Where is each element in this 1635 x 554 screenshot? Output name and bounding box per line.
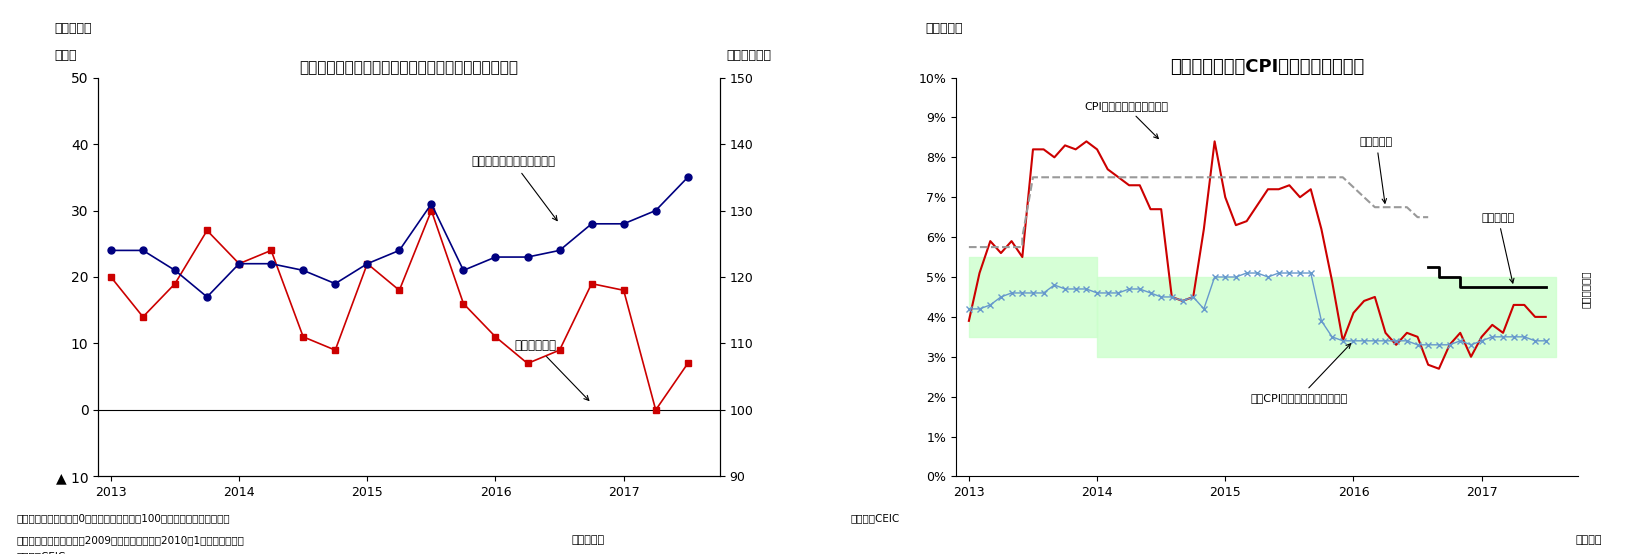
Text: コアCPI上昇率（前年同月比）: コアCPI上昇率（前年同月比）: [1251, 343, 1351, 403]
Title: インドネシア　企業景況感と消費者信頼感（先行き）: インドネシア 企業景況感と消費者信頼感（先行き）: [299, 60, 518, 75]
Text: 事業活動指数: 事業活動指数: [515, 339, 589, 401]
Text: （図表３）: （図表３）: [54, 22, 92, 35]
Text: 旧政策金利: 旧政策金利: [1360, 137, 1393, 203]
Text: CPI上昇率（前年同月比）: CPI上昇率（前年同月比）: [1084, 101, 1169, 138]
Text: （図表４）: （図表４）: [925, 22, 963, 35]
Text: （資料）CEIC: （資料）CEIC: [850, 513, 899, 523]
Text: （四半期）: （四半期）: [572, 535, 605, 545]
Text: （ポイント）: （ポイント）: [726, 49, 772, 61]
Text: 新政策金利: 新政策金利: [1481, 213, 1514, 283]
Text: 消費者信頼感指数（右軸）: 消費者信頼感指数（右軸）: [471, 155, 558, 220]
Title: インドネシアのCPI上昇率と政策金利: インドネシアのCPI上昇率と政策金利: [1169, 58, 1364, 76]
Text: 消費者信頼感指数は2009年までは旧系列、2010年1月から新系列。: 消費者信頼感指数は2009年までは旧系列、2010年1月から新系列。: [16, 535, 244, 545]
Text: （資料）CEIC: （資料）CEIC: [16, 552, 65, 554]
Text: インフレ目標: インフレ目標: [1581, 270, 1591, 307]
Text: （月次）: （月次）: [1576, 535, 1602, 545]
Text: （％）: （％）: [54, 49, 77, 61]
Text: （注）事業活動指数は0超、消費者信頼感は100を超えると楽観を表す。: （注）事業活動指数は0超、消費者信頼感は100を超えると楽観を表す。: [16, 513, 231, 523]
